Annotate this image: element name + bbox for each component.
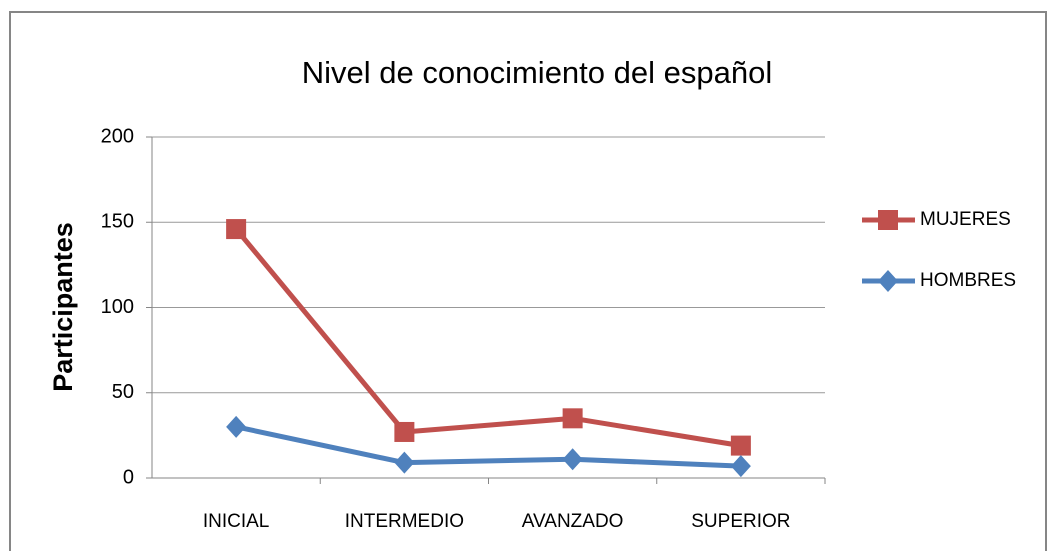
legend-label: MUJERES [920, 209, 1011, 230]
marker [878, 270, 898, 292]
marker [730, 455, 751, 478]
legend-label: HOMBRES [920, 270, 1016, 291]
x-tick-label: SUPERIOR [691, 511, 790, 532]
y-tick-label: 200 [101, 125, 134, 147]
marker [226, 415, 247, 438]
y-tick-label: 50 [112, 381, 134, 403]
x-tick-label: AVANZADO [522, 511, 624, 532]
y-tick-label: 150 [101, 211, 134, 233]
y-axis-title: Participantes [48, 222, 78, 392]
marker [878, 210, 898, 230]
x-tick-label: INTERMEDIO [345, 511, 464, 532]
y-tick-label: 0 [123, 466, 134, 488]
marker [730, 435, 751, 456]
series-line [235, 424, 741, 469]
marker [562, 448, 583, 471]
marker [394, 451, 415, 474]
y-tick-label: 100 [101, 296, 134, 318]
series-line [234, 227, 742, 449]
marker [394, 421, 415, 442]
marker [226, 219, 247, 240]
x-tick-label: INICIAL [203, 511, 270, 532]
chart-title: Nivel de conocimiento del español [302, 55, 772, 90]
marker [562, 408, 583, 429]
